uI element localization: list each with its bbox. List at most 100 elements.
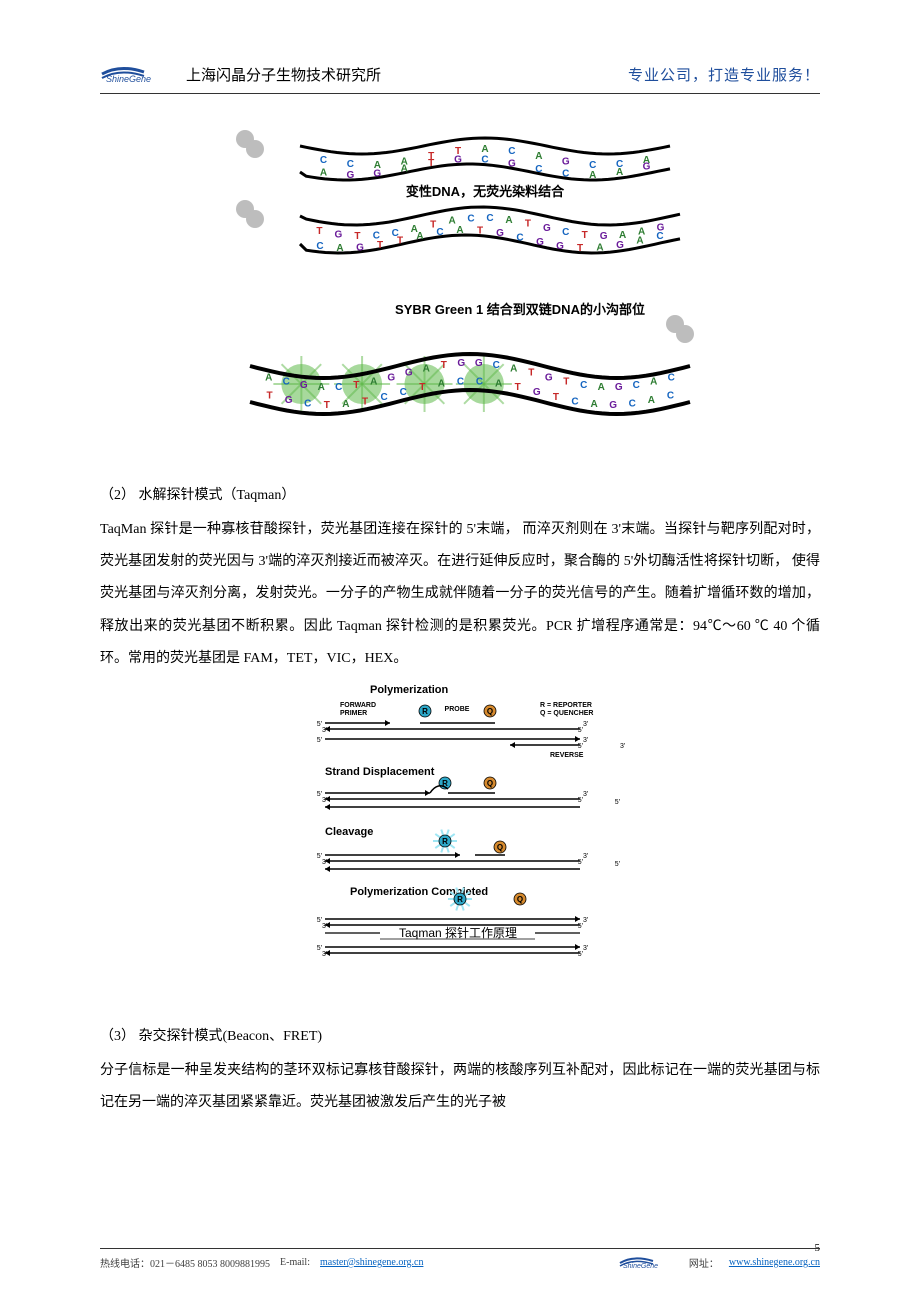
svg-text:Polymerization Completed: Polymerization Completed	[350, 886, 488, 898]
svg-text:Q: Q	[497, 843, 503, 852]
svg-text:A: A	[370, 377, 377, 388]
svg-text:C: C	[562, 227, 569, 238]
svg-text:Strand Displacement: Strand Displacement	[325, 766, 435, 778]
svg-text:G: G	[285, 395, 293, 406]
svg-text:T: T	[428, 158, 434, 169]
svg-text:5': 5'	[578, 951, 583, 958]
svg-text:G: G	[405, 368, 413, 379]
footer-site-link[interactable]: www.shinegene.org.cn	[729, 1257, 820, 1268]
svg-text:Q: Q	[517, 895, 523, 904]
svg-text:PROBE: PROBE	[445, 706, 470, 713]
svg-text:A: A	[495, 378, 502, 389]
svg-text:C: C	[400, 387, 407, 398]
svg-text:A: A	[596, 242, 603, 253]
header-title: 上海闪晶分子生物技术研究所	[186, 64, 628, 85]
svg-text:G: G	[496, 228, 504, 239]
svg-text:G: G	[457, 358, 465, 369]
svg-text:C: C	[476, 376, 483, 387]
svg-text:C: C	[486, 213, 493, 224]
svg-text:R: R	[422, 707, 428, 716]
svg-text:A: A	[438, 378, 445, 389]
svg-text:A: A	[598, 382, 605, 393]
svg-text:PRIMER: PRIMER	[340, 710, 367, 717]
svg-text:G: G	[556, 241, 564, 252]
svg-text:C: C	[516, 232, 523, 243]
svg-text:T: T	[553, 392, 559, 403]
svg-text:G: G	[346, 170, 354, 181]
svg-text:3': 3'	[620, 743, 625, 750]
svg-text:A: A	[318, 382, 325, 393]
svg-text:R = REPORTER: R = REPORTER	[540, 702, 592, 709]
svg-text:3': 3'	[583, 917, 588, 924]
svg-text:T: T	[563, 377, 569, 388]
svg-text:G: G	[616, 240, 624, 251]
svg-text:A: A	[423, 363, 430, 374]
svg-text:C: C	[457, 376, 464, 387]
svg-text:A: A	[336, 243, 343, 254]
svg-text:T: T	[441, 360, 447, 371]
svg-text:A: A	[590, 399, 597, 410]
svg-text:ShineGene: ShineGene	[623, 1263, 658, 1269]
svg-text:SYBR Green 1 结合到双链DNA的小沟部位: SYBR Green 1 结合到双链DNA的小沟部位	[395, 302, 645, 317]
svg-text:T: T	[525, 219, 531, 230]
section-2-title: （2） 水解探针模式（Taqman）	[100, 484, 820, 504]
sybr-diagram: CCAATTACAGCCAAGGATGCGCCAAG变性DNA，无荧光染料结合T…	[100, 124, 820, 454]
svg-text:T: T	[324, 400, 330, 411]
svg-text:T: T	[528, 368, 534, 379]
svg-text:G: G	[356, 242, 364, 253]
footer-email-link[interactable]: master@shinegene.org.cn	[320, 1257, 423, 1268]
svg-text:T: T	[515, 382, 521, 393]
footer-logo-icon: ShineGene	[619, 1253, 679, 1272]
logo-icon: ShineGene	[100, 60, 180, 89]
svg-text:Q: Q	[487, 779, 493, 788]
svg-text:A: A	[481, 144, 488, 155]
svg-text:3': 3'	[583, 737, 588, 744]
svg-text:3': 3'	[322, 923, 327, 930]
svg-text:A: A	[650, 377, 657, 388]
svg-text:A: A	[320, 168, 327, 179]
svg-text:C: C	[283, 377, 290, 388]
svg-text:ShineGene: ShineGene	[106, 74, 151, 84]
header-tagline: 专业公司，打造专业服务！	[628, 64, 820, 85]
taqman-diagram: PolymerizationFORWARDPRIMERPROBER = REPO…	[100, 685, 820, 1005]
svg-text:T: T	[582, 230, 588, 241]
svg-text:A: A	[636, 236, 643, 247]
svg-text:Q: Q	[487, 707, 493, 716]
svg-text:3': 3'	[583, 721, 588, 728]
svg-text:5': 5'	[578, 859, 583, 866]
svg-text:Taqman 探针工作原理: Taqman 探针工作原理	[399, 925, 517, 940]
svg-text:C: C	[493, 360, 500, 371]
svg-text:C: C	[467, 213, 474, 224]
svg-text:T: T	[419, 382, 425, 393]
svg-text:T: T	[397, 236, 403, 247]
svg-text:C: C	[633, 380, 640, 391]
svg-text:G: G	[536, 237, 544, 248]
svg-text:G: G	[475, 358, 483, 369]
svg-text:T: T	[266, 391, 272, 402]
section-3-title: （3） 杂交探针模式(Beacon、FRET)	[100, 1025, 820, 1045]
svg-text:5': 5'	[578, 923, 583, 930]
svg-text:A: A	[265, 372, 272, 383]
svg-text:C: C	[304, 399, 311, 410]
section-2-body: TaqMan 探针是一种寡核苷酸探针，荧光基团连接在探针的 5'末端， 而淬灭剂…	[100, 514, 820, 675]
svg-text:C: C	[562, 169, 569, 180]
svg-text:C: C	[380, 392, 387, 403]
svg-text:A: A	[616, 167, 623, 178]
svg-text:T: T	[430, 219, 436, 230]
svg-text:G: G	[562, 157, 570, 168]
svg-text:G: G	[300, 380, 308, 391]
svg-text:A: A	[401, 164, 408, 175]
svg-text:5': 5'	[578, 727, 583, 734]
svg-text:3': 3'	[322, 951, 327, 958]
svg-text:C: C	[668, 372, 675, 383]
svg-text:3': 3'	[583, 945, 588, 952]
svg-text:C: C	[508, 146, 515, 157]
footer-email-label: E-mail:	[280, 1257, 310, 1268]
svg-text:A: A	[535, 151, 542, 162]
svg-text:G: G	[609, 400, 617, 411]
svg-text:3': 3'	[322, 797, 327, 804]
svg-text:C: C	[571, 396, 578, 407]
svg-text:A: A	[589, 170, 596, 181]
svg-text:T: T	[477, 226, 483, 237]
svg-text:A: A	[648, 395, 655, 406]
